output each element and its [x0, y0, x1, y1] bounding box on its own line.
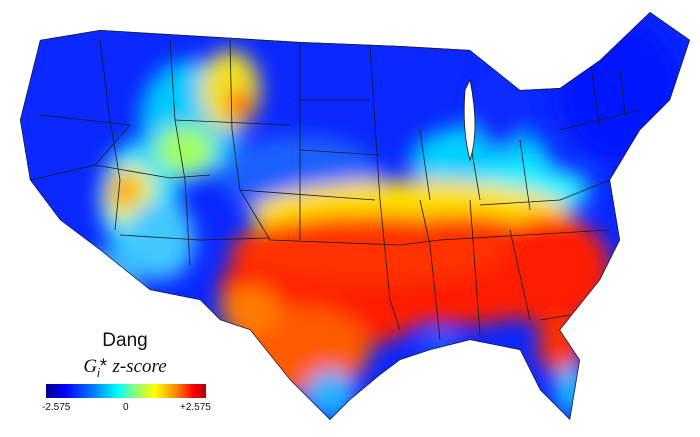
legend-colorbar [46, 384, 206, 398]
legend-subtitle: Gi* z-score [30, 356, 220, 380]
statistic-symbol: G [83, 356, 98, 377]
statistic-label: z-score [112, 356, 167, 377]
legend-tick-mid: 0 [123, 402, 129, 413]
lake-michigan [463, 78, 476, 162]
legend-title: Dang [102, 330, 148, 351]
state-borders [20, 12, 690, 420]
statistic-subscript: i [97, 365, 100, 380]
map-legend: Dang Gi* z-score -2.575 0 +2.575 [30, 330, 220, 430]
legend-tick-min: -2.575 [42, 402, 71, 413]
legend-tick-max: +2.575 [180, 402, 211, 413]
statistic-suffix: * [99, 356, 108, 377]
